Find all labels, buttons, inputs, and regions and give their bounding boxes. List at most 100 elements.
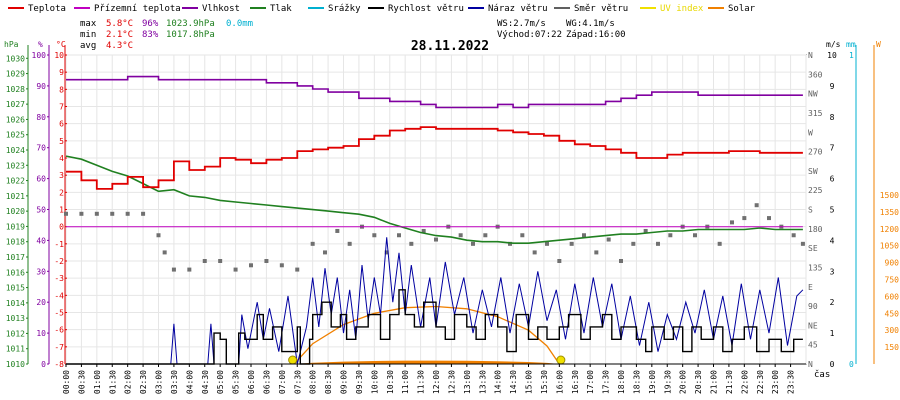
stat-max-humidity: 96% (142, 19, 159, 29)
uv-marker (556, 355, 566, 365)
wind-direction-tick: SE (808, 244, 818, 253)
legend-label-1: Přízemní teplota (94, 4, 181, 14)
pressure-axis-tick: 1026 (6, 115, 25, 124)
wind-direction-tick: SW (808, 167, 818, 176)
x-tick-label: 00:00 (62, 370, 71, 394)
x-tick-label: 08:00 (309, 370, 318, 394)
humidity-axis-tick: 60 (36, 175, 46, 184)
wind-speed-tick: 1 (830, 329, 835, 338)
wind-direction-point (717, 241, 722, 246)
legend: Teplota Přízemní teplota Vlhkost Tlak Srážky… (8, 4, 756, 14)
x-tick-label: 23:00 (771, 370, 780, 394)
pressure-axis-tick: 1022 (6, 177, 25, 186)
x-tick-label: 21:00 (710, 370, 719, 394)
pressure-axis-tick: 1025 (6, 131, 25, 140)
wind-direction-point (520, 233, 525, 238)
wind-direction-point (557, 259, 562, 263)
wind-direction-point (372, 233, 377, 238)
wind-direction-point (458, 233, 463, 238)
pressure-axis-tick: 1016 (6, 268, 25, 277)
solar-axis-tick: 1050 (880, 242, 899, 251)
wind-direction-point (606, 237, 611, 242)
x-tick-label: 18:00 (617, 370, 626, 394)
wind-direction-point (323, 250, 327, 255)
solar-axis-tick: 450 (885, 309, 900, 318)
temperature-axis-tick: -6 (54, 326, 64, 335)
rain-axis-tick: 1 (849, 51, 854, 60)
wind-direction-point (335, 228, 340, 233)
stat-sunrise: Východ:07:22 (497, 30, 562, 40)
chart-title: 28.11.2022 (411, 39, 489, 54)
x-tick-label: 01:00 (93, 370, 102, 394)
wind-direction-tick: 360 (808, 70, 823, 79)
wind-direction-tick: E (808, 283, 813, 292)
x-tick-label: 06:30 (262, 370, 271, 394)
wind-direction-point (619, 259, 623, 263)
wind-direction-point (421, 228, 426, 233)
humidity-axis-tick: 50 (36, 206, 46, 215)
temperature-axis-tick: -7 (54, 343, 64, 352)
x-tick-label: 05:00 (216, 370, 225, 394)
pressure-axis-tick: 1014 (6, 299, 25, 308)
wind-speed-tick: 4 (830, 236, 835, 245)
temperature-axis-tick: 10 (54, 51, 64, 60)
x-tick-label: 14:00 (494, 370, 503, 394)
wind-direction-point (202, 259, 207, 263)
wind-direction-tick: 180 (808, 225, 823, 234)
wind-direction-point (569, 241, 574, 246)
wind-direction-point (791, 233, 796, 238)
pressure-axis-tick: 1010 (6, 360, 25, 369)
wind-direction-tick: W (808, 128, 813, 137)
x-tick-label: 10:30 (386, 370, 395, 394)
x-tick-label: 11:30 (417, 370, 426, 394)
legend-label-6: Náraz větru (488, 4, 548, 14)
wind-speed-tick: 5 (830, 206, 835, 215)
wind-direction-point (110, 211, 115, 216)
series-humidity (66, 75, 803, 109)
humidity-axis-tick: 90 (36, 82, 46, 91)
wind-direction-tick: S (808, 206, 813, 215)
wind-speed-tick: 7 (830, 144, 835, 153)
wind-speed-tick: 0 (830, 360, 835, 369)
temperature-axis-tick: 2 (59, 188, 64, 197)
wind-direction-tick: NE (808, 321, 818, 330)
wind-direction-tick: 45 (808, 341, 818, 350)
stats-block: max 5.8°C 96% 1023.9hPa 0.0mm min 2.1°C … (80, 19, 626, 51)
wind-direction-point (156, 233, 161, 238)
wind-direction-point (295, 267, 300, 272)
pressure-axis-label: hPa (4, 40, 19, 49)
temperature-axis-tick: 0 (59, 223, 64, 232)
x-tick-label: 17:00 (586, 370, 595, 394)
x-tick-label: 19:30 (663, 370, 672, 394)
stat-avg-temp: 4.3°C (106, 41, 133, 51)
x-tick-label: 01:30 (108, 370, 117, 394)
legend-label-0: Teplota (28, 4, 66, 14)
wind-direction-tick: 270 (808, 148, 823, 157)
x-axis: 00:00 00:30 01:00 01:30 02:00 02:30 03:00 03:30… (62, 363, 806, 394)
pressure-axis-tick: 1018 (6, 238, 25, 247)
wind-direction-point (279, 263, 284, 268)
temperature-axis-tick: -2 (54, 257, 64, 266)
pressure-axis-tick: 1029 (6, 70, 25, 79)
pressure-axis-tick: 1019 (6, 222, 25, 231)
temperature-axis-tick: -5 (54, 309, 64, 318)
solar-axis-tick: 300 (885, 326, 900, 335)
wind-direction-point (730, 220, 734, 225)
wind-direction-point (125, 211, 130, 216)
wind-direction-point (582, 233, 586, 238)
pressure-axis-tick: 1027 (6, 100, 25, 109)
wind-direction-point (187, 267, 192, 272)
wind-direction-point (141, 211, 146, 216)
x-tick-label: 05:30 (232, 370, 241, 394)
x-tick-label: 16:00 (555, 370, 564, 394)
legend-label-3: Tlak (270, 4, 292, 14)
wind-direction-point (249, 263, 253, 268)
humidity-axis-tick: 30 (36, 267, 46, 276)
wind-speed-tick: 10 (827, 51, 837, 60)
legend-label-2: Vlhkost (202, 4, 240, 14)
rain-axis-tick: 0 (849, 360, 854, 369)
x-tick-label: 09:30 (355, 370, 364, 394)
x-tick-label: 21:30 (725, 370, 734, 394)
humidity-axis-tick: 80 (36, 113, 46, 122)
humidity-axis-tick: 100 (32, 51, 47, 60)
